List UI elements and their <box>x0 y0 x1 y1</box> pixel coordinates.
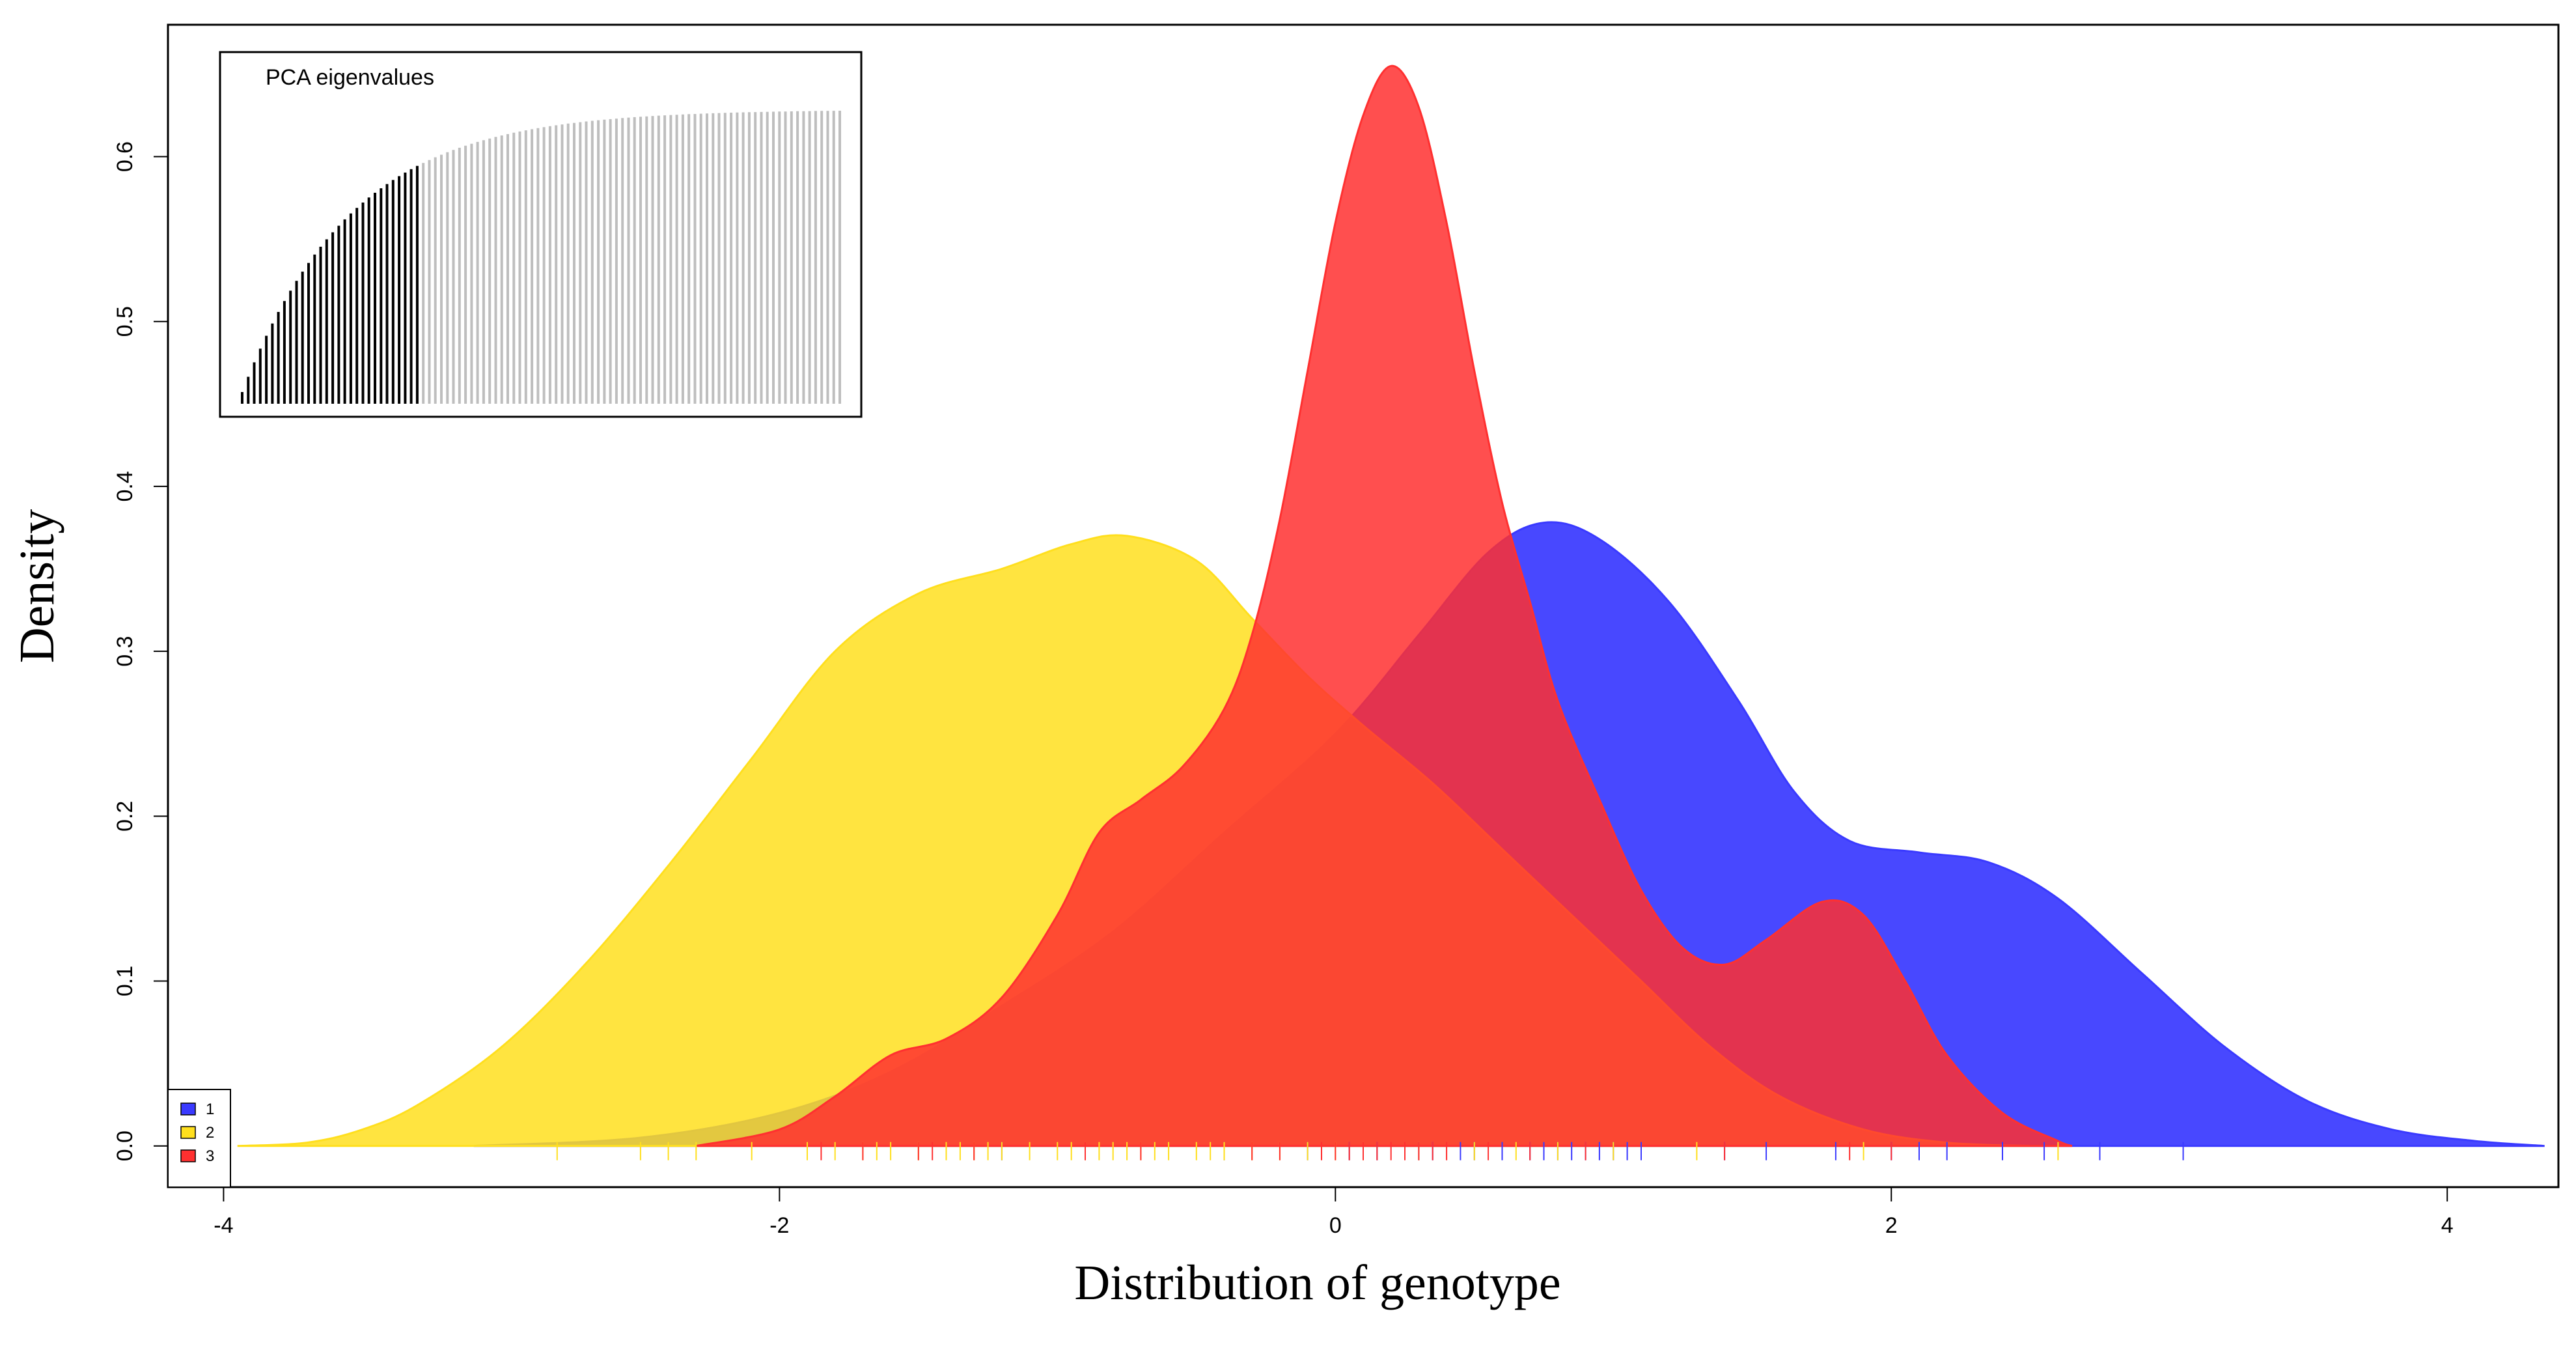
x-axis: -4 -2 0 2 4 <box>214 1187 2454 1238</box>
y-tick-label: 0.1 <box>113 966 137 996</box>
density-curves <box>237 64 2545 1147</box>
legend-swatch-1 <box>180 1102 196 1116</box>
inset-bars <box>241 111 841 404</box>
y-tick-label: 0.6 <box>113 141 137 172</box>
pca-eigenvalues-inset: PCA eigenvalues <box>219 51 863 418</box>
x-tick-label: 4 <box>2441 1213 2454 1238</box>
legend-label-1: 1 <box>206 1101 214 1118</box>
legend-swatch-2 <box>180 1126 196 1139</box>
y-tick-label: 0.0 <box>113 1130 137 1161</box>
legend: 1 2 3 <box>167 1089 231 1188</box>
y-axis-title: Density <box>10 509 64 663</box>
legend-label-3: 3 <box>206 1147 214 1165</box>
x-tick-label: 0 <box>1329 1213 1342 1238</box>
density-area-group-3 <box>696 64 2073 1147</box>
y-tick-label: 0.4 <box>113 471 137 501</box>
legend-items: 1 2 3 <box>180 1101 214 1165</box>
inset-title: PCA eigenvalues <box>266 65 434 90</box>
legend-swatch-3 <box>180 1149 196 1162</box>
x-tick-label: 2 <box>1885 1213 1898 1238</box>
legend-label-2: 2 <box>206 1124 214 1142</box>
legend-box <box>167 1089 231 1188</box>
y-tick-label: 0.5 <box>113 306 137 337</box>
x-tick-label: -4 <box>214 1213 233 1238</box>
x-axis-title: Distribution of genotype <box>1074 1256 1560 1310</box>
y-axis: 0.0 0.1 0.2 0.3 0.4 0.5 0.6 <box>113 141 169 1161</box>
y-tick-label: 0.3 <box>113 636 137 666</box>
x-tick-label: -2 <box>769 1213 789 1238</box>
y-tick-label: 0.2 <box>113 801 137 832</box>
inset-frame <box>219 51 863 418</box>
rug-marks <box>556 1142 2184 1160</box>
